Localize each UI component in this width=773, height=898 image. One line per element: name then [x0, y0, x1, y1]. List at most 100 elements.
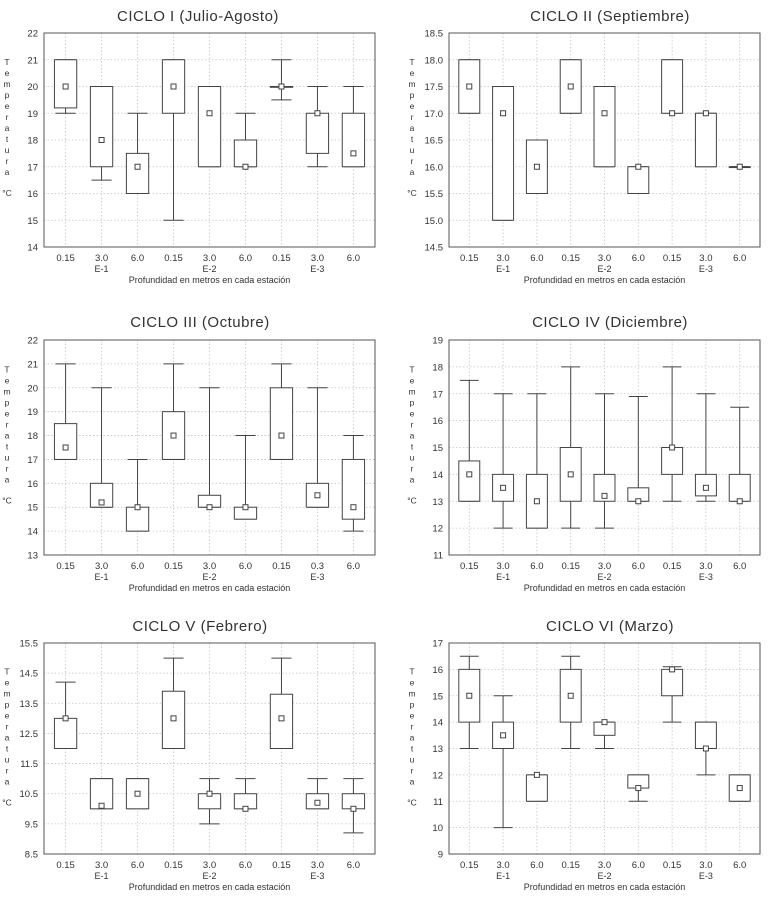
chart-title: CICLO IV (Diciembre) — [532, 314, 688, 331]
median-marker — [98, 802, 105, 809]
median-marker — [702, 484, 709, 491]
y-tick-label: 17 — [27, 162, 38, 173]
median-marker — [635, 785, 642, 792]
box-plot — [627, 774, 650, 802]
x-tick-label: 6.0 — [239, 561, 252, 572]
interquartile-box — [269, 387, 294, 460]
x-tick-label: 6.0 — [632, 253, 645, 264]
y-axis-label-char: p — [5, 90, 10, 100]
median-marker — [98, 499, 105, 506]
x-tick-label: 3.0 — [598, 561, 611, 572]
box-plot — [458, 655, 481, 749]
y-axis-unit: °C — [407, 798, 417, 808]
box-plot — [492, 393, 515, 529]
box-plot — [661, 366, 684, 502]
station-label: E-1 — [496, 572, 510, 582]
y-tick-label: 13 — [432, 497, 443, 508]
x-tick-label: 3.0 — [598, 860, 611, 871]
median-marker — [466, 471, 473, 478]
median-marker — [500, 484, 507, 491]
box-plot — [627, 163, 650, 194]
median-marker — [601, 110, 608, 117]
x-tick-label: 0.15 — [561, 860, 580, 871]
x-tick-label: 0.15 — [56, 561, 75, 572]
box-plot — [593, 393, 616, 529]
median-marker — [567, 83, 574, 90]
y-tick-label: 17.5 — [425, 82, 444, 93]
y-axis-label-char: t — [6, 441, 9, 451]
interquartile-box — [627, 166, 650, 194]
y-axis-label-char: u — [5, 145, 10, 155]
y-axis-label-char: e — [410, 711, 415, 721]
y-axis-label-char: p — [5, 397, 10, 407]
station-label: E-2 — [597, 572, 611, 582]
box-plot — [305, 778, 330, 810]
x-tick-label: 3.0 — [95, 253, 108, 264]
station-label: E-2 — [202, 871, 216, 881]
y-tick-label: 11 — [433, 797, 443, 808]
y-axis-label-char: u — [410, 755, 415, 765]
median-marker — [466, 692, 473, 699]
y-axis-label-char: p — [410, 90, 415, 100]
box-plot — [525, 393, 548, 529]
x-tick-label: 0.15 — [663, 561, 682, 572]
median-marker — [466, 83, 473, 90]
box-plot — [458, 59, 481, 114]
x-tick-label: 6.0 — [239, 860, 252, 871]
y-tick-label: 14.5 — [425, 243, 444, 254]
x-tick-label: 0.15 — [164, 253, 183, 264]
box-plot — [197, 86, 222, 168]
chart-panel-2: CICLO II (Septiembre) 14.5 15.0 15.5 16.0 16.… — [407, 8, 761, 285]
box-plot — [728, 406, 751, 505]
y-axis-label-char: t — [6, 134, 9, 144]
interquartile-box — [694, 721, 717, 749]
x-tick-label: 6.0 — [131, 860, 144, 871]
median-marker — [98, 137, 105, 143]
median-marker — [62, 444, 69, 451]
y-tick-label: 17 — [432, 639, 443, 650]
y-axis-label-char: e — [410, 408, 415, 418]
median-marker — [500, 110, 507, 117]
x-tick-label: 0.15 — [561, 253, 580, 264]
y-axis-label-char: a — [410, 430, 415, 440]
x-tick-label: 3.0 — [496, 253, 509, 264]
box-plot — [269, 59, 294, 101]
box-plot — [559, 59, 582, 114]
median-marker — [350, 504, 357, 511]
interquartile-box — [694, 112, 717, 168]
x-axis-label: Profundidad en metros en cada estación — [524, 882, 686, 892]
median-marker — [702, 745, 709, 752]
x-tick-label: 3.0 — [311, 860, 324, 871]
median-marker — [314, 110, 321, 117]
median-marker — [134, 504, 141, 511]
interquartile-box — [89, 778, 114, 810]
x-tick-label: 3.0 — [95, 860, 108, 871]
y-axis-label-char: T — [4, 57, 9, 67]
median-marker — [601, 492, 608, 499]
y-axis-label-char: T — [4, 364, 9, 374]
y-tick-label: 15 — [27, 503, 38, 514]
box-plot — [161, 363, 186, 460]
x-tick-label: 6.0 — [632, 561, 645, 572]
y-axis-label-char: u — [5, 755, 10, 765]
box-plot — [269, 657, 294, 749]
y-axis-label-char: a — [410, 777, 415, 787]
median-marker — [62, 715, 69, 722]
median-marker — [567, 692, 574, 699]
x-tick-label: 6.0 — [347, 860, 360, 871]
x-tick-label: 0.15 — [56, 253, 75, 264]
y-tick-label: 17 — [27, 455, 38, 466]
box-plot — [559, 366, 582, 529]
y-tick-label: 11.5 — [20, 759, 38, 770]
y-tick-label: 14.5 — [20, 669, 39, 680]
median-marker — [567, 471, 574, 478]
median-marker — [736, 785, 743, 792]
median-marker — [206, 790, 213, 797]
station-label: E-2 — [597, 871, 611, 881]
median-marker — [635, 498, 642, 505]
y-tick-label: 10 — [432, 823, 443, 834]
median-marker — [278, 83, 285, 90]
median-marker — [278, 432, 285, 439]
interquartile-box — [341, 458, 366, 520]
